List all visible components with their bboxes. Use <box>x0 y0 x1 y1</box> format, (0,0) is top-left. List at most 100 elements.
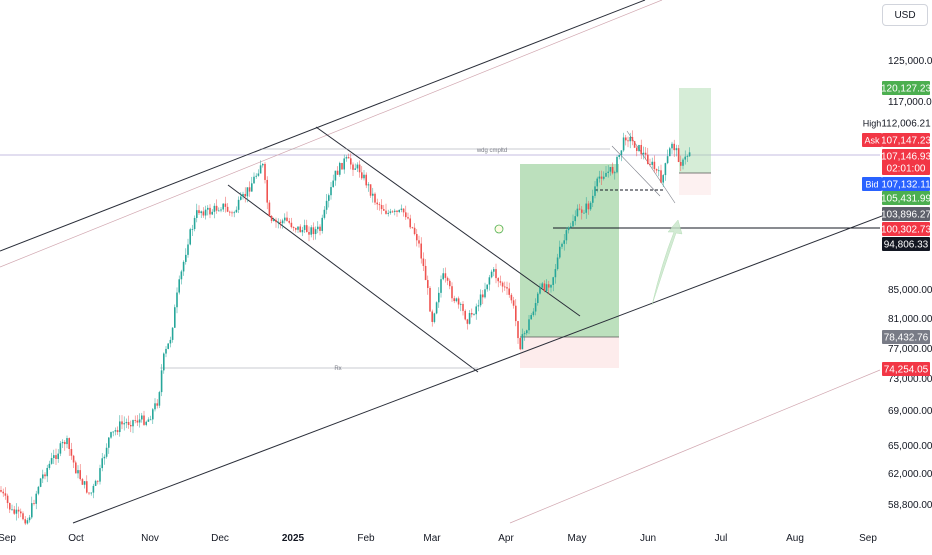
candle-body <box>207 207 209 210</box>
candle-body <box>165 348 167 354</box>
candle-body <box>490 271 493 278</box>
candle-body <box>237 199 240 210</box>
candle-body <box>625 137 627 141</box>
candle-body <box>286 217 288 221</box>
candle-body <box>457 298 460 305</box>
candle-body <box>649 163 651 165</box>
candle-body <box>220 209 222 211</box>
candle-body <box>163 353 165 371</box>
candle-body <box>229 211 231 213</box>
price-label-level: 94,806.33 <box>882 237 930 251</box>
candle-body <box>391 211 394 213</box>
candle-body <box>88 492 90 494</box>
candle-body <box>506 287 508 289</box>
candle-body <box>651 161 653 165</box>
candle-body <box>97 480 99 482</box>
candle-body <box>57 453 59 459</box>
candle-body <box>433 313 436 322</box>
candle-body <box>537 293 539 304</box>
candle-body <box>103 456 106 459</box>
candle-body <box>110 432 112 438</box>
x-axis-tick-1: Oct <box>68 533 84 544</box>
candle-body <box>460 303 462 305</box>
candle-body <box>178 279 180 293</box>
position-zones <box>520 88 711 368</box>
candle-body <box>653 161 656 170</box>
trendlines[interactable] <box>0 0 891 524</box>
candle-body <box>61 442 64 444</box>
candle-body <box>339 162 341 175</box>
price-label-stop: 100,302.73 <box>881 222 931 236</box>
price-label-bg <box>882 177 930 191</box>
y-axis-tick-7: 65,000.00 <box>888 441 932 452</box>
candle-body <box>53 455 55 459</box>
candle-body <box>138 419 141 423</box>
candle-body <box>616 156 618 173</box>
y-axis-tick-9: 58,800.00 <box>888 500 932 511</box>
candle-body <box>554 269 557 278</box>
candle-body <box>561 243 563 247</box>
candle-body <box>211 211 213 215</box>
candle-body <box>99 468 101 482</box>
candle-body <box>515 305 517 322</box>
candle-body <box>378 204 381 206</box>
candle-body <box>352 164 354 170</box>
candle-body <box>270 216 273 221</box>
candle-body <box>94 480 97 486</box>
channel-lower-parallel-line[interactable] <box>509 369 881 524</box>
channel-upper-parallel-line[interactable] <box>0 0 663 268</box>
channel-lower-line[interactable] <box>72 212 891 524</box>
candle-body <box>303 225 306 230</box>
candle-body <box>68 438 70 450</box>
candle-body <box>246 187 249 197</box>
candle-body <box>209 207 211 215</box>
candles <box>0 130 691 526</box>
candle-body <box>512 300 515 306</box>
price-label-prefix: Ask <box>864 136 880 146</box>
candle-body <box>449 280 451 287</box>
candle-body <box>35 493 37 504</box>
candle-body <box>22 513 24 520</box>
candle-body <box>123 423 125 425</box>
price-label-prefix-bg <box>862 177 882 191</box>
currency-button[interactable]: USD <box>882 4 928 26</box>
candle-body <box>559 246 561 258</box>
candle-body <box>268 202 271 217</box>
price-label-bg <box>882 116 930 130</box>
candle-body <box>682 159 684 166</box>
candle-body <box>341 162 343 170</box>
wedge-lower-line[interactable] <box>227 184 479 373</box>
candle-body <box>374 193 376 203</box>
flag-lower-line[interactable] <box>611 145 661 197</box>
candle-body <box>411 227 414 229</box>
candle-body <box>145 421 147 425</box>
candle-body <box>497 278 499 282</box>
candle-body <box>495 269 497 279</box>
candle-body <box>42 474 44 479</box>
candle-body <box>180 271 183 280</box>
candle-body <box>677 148 680 162</box>
candle-body <box>552 277 554 285</box>
wedge-upper-line[interactable] <box>315 126 581 317</box>
candle-body <box>75 462 77 474</box>
candle-body <box>526 330 528 334</box>
candle-body <box>477 305 480 307</box>
candle-body <box>55 455 57 459</box>
candle-body <box>592 195 594 203</box>
candle-body <box>442 273 444 280</box>
candle-body <box>669 148 671 157</box>
candle-body <box>444 273 447 278</box>
candle-body <box>191 229 194 230</box>
channel-upper-line[interactable] <box>0 0 646 252</box>
price-label-text: 74,254.05 <box>884 365 929 376</box>
candle-body <box>528 319 530 331</box>
candle-body <box>585 203 587 213</box>
candle-body <box>633 141 636 148</box>
candle-body <box>493 269 495 272</box>
candle-body <box>603 176 605 179</box>
candle-body <box>70 449 73 456</box>
candle-body <box>336 170 339 175</box>
